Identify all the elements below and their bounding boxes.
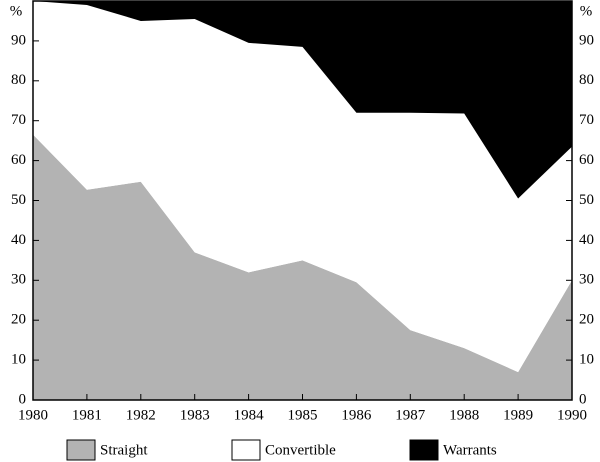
x-tick-label: 1987 (395, 407, 426, 423)
y-tick-label: 70 (11, 112, 26, 128)
x-tick-label: 1983 (180, 407, 210, 423)
y2-tick-label: 20 (579, 312, 594, 328)
y-tick-label: 0 (19, 391, 27, 407)
area (33, 1, 572, 199)
y-tick-label: 90 (11, 32, 26, 48)
y-tick-label: 50 (11, 192, 26, 208)
x-tick-label: 1984 (234, 407, 265, 423)
y-tick-label: 40 (11, 232, 26, 248)
y2-axis-label: % (580, 3, 593, 19)
legend-label: Convertible (265, 442, 336, 458)
y2-tick-label: 0 (579, 391, 587, 407)
area (33, 134, 572, 401)
x-tick-label: 1980 (18, 407, 48, 423)
y2-tick-label: 80 (579, 72, 594, 88)
legend-swatch (66, 439, 96, 461)
x-tick-label: 1989 (503, 407, 533, 423)
y2-tick-label: 10 (579, 352, 594, 368)
y2-tick-label: 70 (579, 112, 594, 128)
y-axis-label: % (10, 3, 23, 19)
y-tick-label: 10 (11, 352, 26, 368)
x-tick-label: 1986 (341, 407, 372, 423)
legend-swatch (231, 439, 261, 461)
y-tick-label: 20 (11, 312, 26, 328)
y2-tick-label: 30 (579, 272, 594, 288)
y2-tick-label: 60 (579, 152, 594, 168)
legend-label: Warrants (443, 442, 497, 458)
legend-swatch (409, 439, 439, 461)
area (33, 1, 572, 373)
legend-label: Straight (100, 442, 148, 458)
x-tick-label: 1985 (288, 407, 318, 423)
y2-tick-label: 50 (579, 192, 594, 208)
y-tick-label: 80 (11, 72, 26, 88)
x-tick-label: 1990 (557, 407, 587, 423)
y2-tick-label: 90 (579, 32, 594, 48)
y-tick-label: 30 (11, 272, 26, 288)
y-tick-label: 60 (11, 152, 26, 168)
x-tick-label: 1982 (126, 407, 156, 423)
y2-tick-label: 40 (579, 232, 594, 248)
x-tick-label: 1981 (72, 407, 102, 423)
x-tick-label: 1988 (449, 407, 479, 423)
